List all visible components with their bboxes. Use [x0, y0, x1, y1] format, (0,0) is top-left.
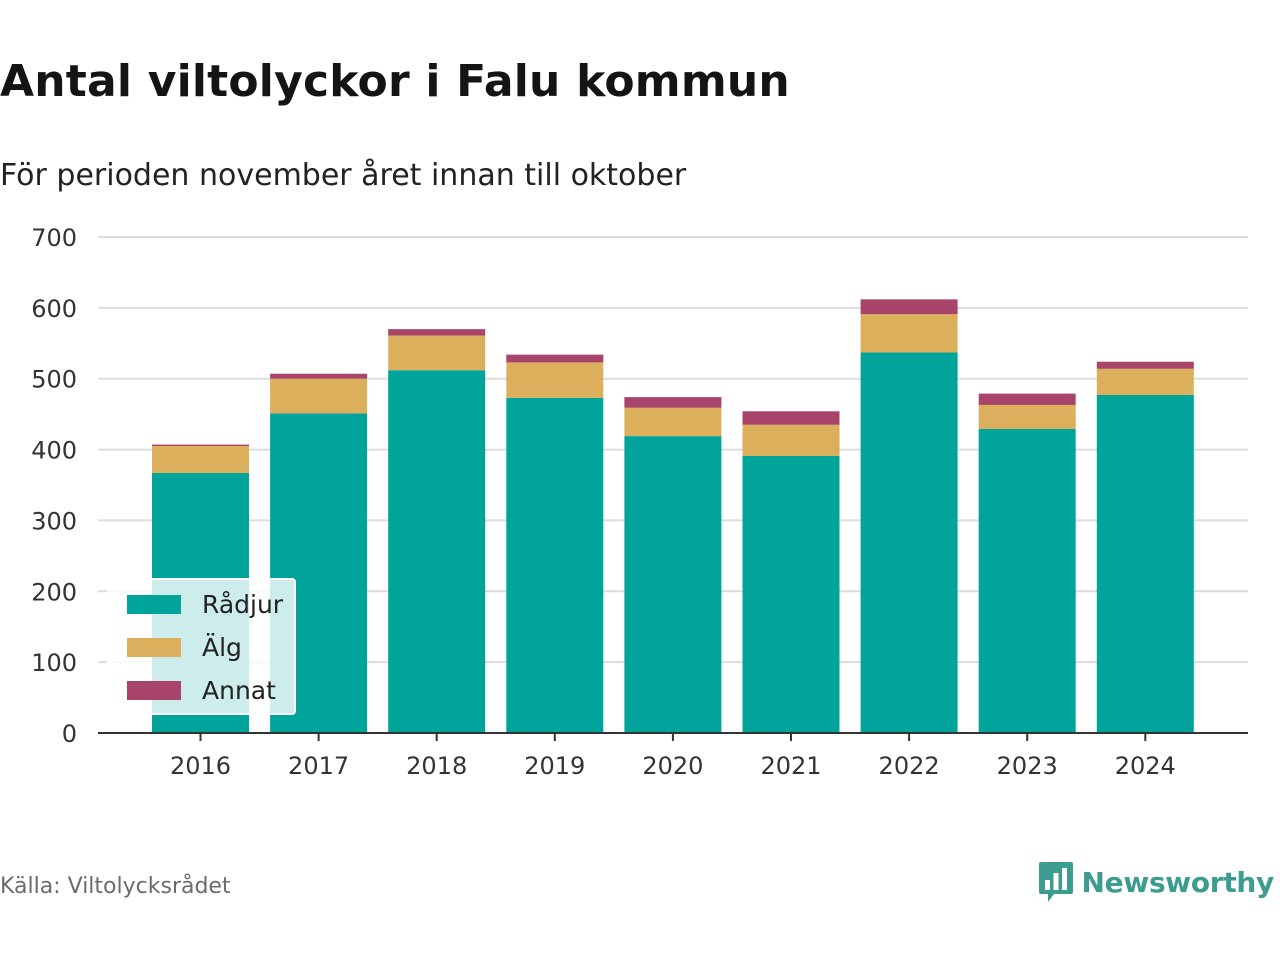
- legend-label: Annat: [202, 676, 276, 705]
- legend-swatch: [127, 681, 181, 700]
- bar-segment: [742, 411, 840, 425]
- bar-segment: [388, 329, 486, 336]
- brand-name: Newsworthy: [1081, 865, 1275, 899]
- y-tick-label: 0: [62, 720, 77, 748]
- legend-swatch: [127, 595, 181, 614]
- y-tick-label: 300: [31, 507, 77, 535]
- bar-segment: [270, 378, 368, 414]
- y-tick-label: 700: [31, 224, 77, 252]
- bar-segment: [624, 407, 722, 437]
- legend-label: Rådjur: [202, 590, 284, 619]
- bar-segment: [624, 436, 722, 733]
- bar-segment: [506, 354, 604, 363]
- legend-label: Älg: [202, 633, 242, 662]
- brand-logo: Newsworthy: [1038, 860, 1274, 904]
- bar-segment: [978, 393, 1076, 405]
- bar-segment: [152, 446, 249, 473]
- bar-chart-speech-bubble-icon: [1038, 862, 1073, 902]
- x-tick-label: 2019: [524, 752, 585, 780]
- x-tick-label: 2021: [760, 752, 821, 780]
- bar-segment: [1096, 361, 1194, 369]
- bar-segment: [506, 362, 604, 398]
- x-tick-label: 2020: [642, 752, 703, 780]
- bar-segment: [388, 335, 486, 371]
- bar-segment: [152, 444, 249, 447]
- bar-segment: [624, 397, 722, 408]
- y-tick-label: 600: [31, 295, 77, 323]
- x-tick-label: 2018: [406, 752, 467, 780]
- source-note: Källa: Viltolycksrådet: [0, 874, 231, 899]
- bar-segment: [860, 299, 958, 315]
- bar-segment: [978, 404, 1076, 430]
- bar-segment: [388, 370, 486, 733]
- legend: Rådjur Älg Annat: [107, 578, 296, 715]
- bar-segment: [1096, 368, 1194, 396]
- bar-segment: [978, 429, 1076, 733]
- chart-subtitle: För perioden november året innan till ok…: [0, 158, 687, 193]
- x-axis-ticks: 2016 2017 2018 2019 2020 2021 2022 2023 2024: [170, 733, 1176, 780]
- x-tick-label: 2022: [879, 752, 940, 780]
- bar-segment: [270, 373, 368, 379]
- y-tick-label: 200: [31, 578, 77, 606]
- bar-segment: [742, 455, 840, 733]
- x-tick-label: 2023: [997, 752, 1058, 780]
- x-tick-label: 2016: [170, 752, 231, 780]
- y-tick-label: 500: [31, 366, 77, 394]
- bars: [152, 299, 1194, 733]
- bar-segment: [860, 352, 958, 733]
- x-tick-label: 2024: [1115, 752, 1176, 780]
- y-tick-label: 100: [31, 649, 77, 677]
- bar-segment: [860, 314, 958, 353]
- bar-segment: [742, 424, 840, 456]
- y-tick-label: 400: [31, 437, 77, 465]
- y-axis-tick-labels: 0 100 200 300 400 500 600 700: [31, 224, 77, 748]
- bar-segment: [1096, 395, 1194, 733]
- legend-swatch: [127, 638, 181, 657]
- bar-segment: [506, 397, 604, 733]
- chart-title: Antal viltolyckor i Falu kommun: [0, 56, 790, 107]
- x-tick-label: 2017: [288, 752, 349, 780]
